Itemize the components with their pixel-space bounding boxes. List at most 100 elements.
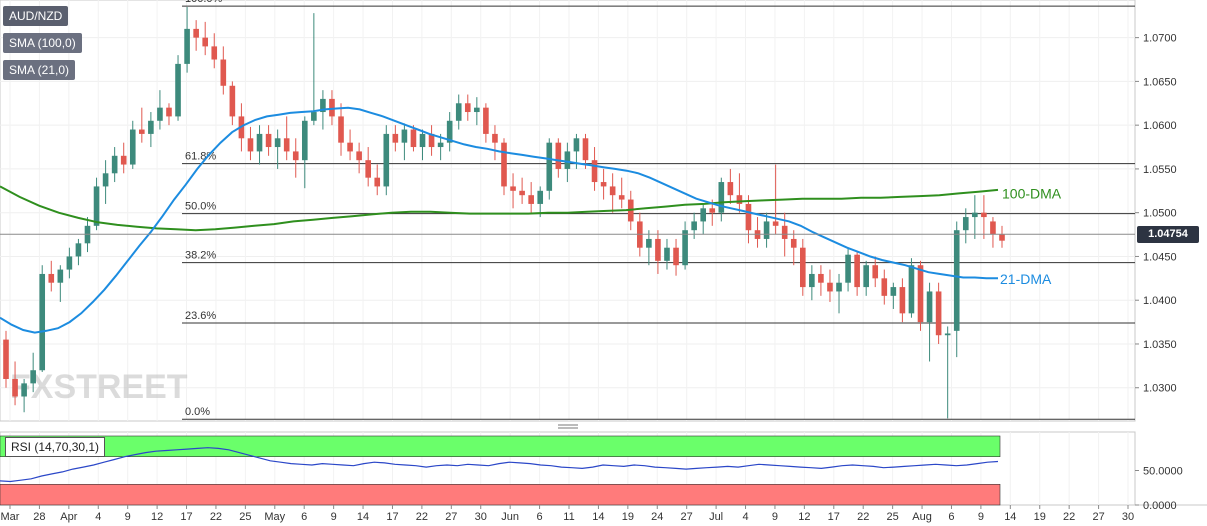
candle-body [446, 120, 453, 143]
candle-body [528, 195, 534, 204]
candle-body [247, 138, 254, 152]
x-tick-label: 9 [772, 511, 778, 523]
panel-splitter[interactable] [558, 424, 578, 429]
candle [962, 208, 969, 244]
candle-body [772, 221, 779, 226]
candle-body [745, 203, 752, 231]
candle-body [57, 269, 64, 283]
x-tick-label: 17 [386, 511, 398, 523]
candle [220, 46, 227, 95]
candle [338, 103, 344, 156]
candle-body [193, 28, 199, 38]
x-tick-label: Jun [501, 511, 519, 523]
candle-body [48, 273, 55, 283]
candle-body [428, 133, 435, 148]
y-tick-label: 1.0700 [1143, 33, 1177, 45]
candle-body [718, 182, 725, 213]
candle-body [709, 208, 716, 213]
candle-body [881, 278, 888, 296]
candle-body [990, 221, 996, 235]
candle-body [664, 247, 670, 261]
legend-sma21[interactable]: SMA (21,0) [3, 60, 76, 80]
candle-body [374, 177, 381, 187]
candle [655, 230, 661, 274]
candle-body [899, 287, 906, 314]
watermark: FXSTREET [10, 368, 188, 406]
candle-body [184, 28, 190, 64]
fib-label: 61.8% [185, 151, 216, 163]
x-tick-label: May [264, 511, 285, 523]
candle [365, 147, 371, 187]
x-tick-label: 11 [563, 511, 574, 523]
candle-body [926, 291, 933, 323]
candle [392, 125, 399, 152]
rsi-oversold-zone [0, 483, 1001, 506]
candle [727, 168, 734, 204]
candle-body [809, 273, 815, 288]
x-tick-label: Apr [60, 511, 77, 523]
candle-body [111, 155, 118, 174]
main-grid [0, 0, 1207, 506]
legend-sma100[interactable]: SMA (100,0) [3, 33, 82, 53]
candle [30, 352, 36, 393]
sma100-line [0, 185, 999, 232]
candle [184, 7, 190, 73]
rsi-zones [0, 435, 1001, 506]
candle-body [736, 195, 743, 204]
candle [700, 203, 707, 235]
candle [999, 225, 1005, 248]
candle [148, 112, 154, 148]
rsi-legend[interactable]: RSI (14,70,30,1) [5, 437, 106, 457]
candle-body [102, 173, 109, 187]
candle-body [700, 208, 707, 222]
candle [57, 265, 64, 302]
candle [455, 94, 462, 130]
candle-body [917, 265, 924, 323]
candle [718, 177, 725, 222]
candle-body [972, 212, 978, 218]
x-tick-label: Jul [709, 511, 723, 523]
candle [75, 238, 82, 266]
candle [555, 138, 562, 178]
candle [510, 173, 516, 209]
candle [211, 33, 218, 69]
candle [981, 195, 987, 239]
candle [139, 107, 145, 143]
candle [374, 164, 381, 196]
x-tick-label: 30 [1122, 511, 1134, 523]
fib-label: 50.0% [185, 201, 216, 213]
rsi-y-tick-label: 50.0000 [1143, 466, 1183, 478]
x-tick-label: 19 [1034, 511, 1046, 523]
candle [464, 94, 471, 121]
candle [664, 238, 670, 270]
candle-body [365, 160, 371, 178]
candle-body [646, 238, 652, 248]
candle-body [682, 230, 688, 266]
legend-symbol[interactable]: AUD/NZD [3, 6, 69, 26]
candle [356, 142, 362, 174]
x-tick-label: 9 [331, 511, 337, 523]
candle-body [148, 120, 154, 134]
candle [66, 247, 73, 279]
candle [682, 221, 688, 270]
x-tick-label: 14 [592, 511, 604, 523]
candle-body [836, 282, 842, 292]
candle [347, 129, 353, 161]
candle [809, 265, 815, 301]
time-axis: Mar 28 Apr 4 9 12 17 22 25 May 6 9 14 17 22 27 30 Jun 6 11 1… [1, 505, 1134, 523]
candle [329, 90, 335, 126]
fib-label: 23.6% [185, 310, 216, 322]
candle-body [935, 291, 942, 336]
x-tick-label: 27 [1092, 511, 1104, 523]
y-tick-label: 1.0350 [1143, 339, 1177, 351]
candle-body [908, 265, 915, 314]
candle [129, 120, 136, 169]
candle-body [66, 256, 73, 270]
candle-body [655, 238, 661, 261]
annotation-21dma: 21-DMA [1000, 271, 1052, 287]
candle [229, 81, 236, 126]
candle [917, 260, 924, 331]
candle [292, 138, 299, 178]
candle-body [455, 103, 462, 121]
candle [890, 282, 897, 309]
